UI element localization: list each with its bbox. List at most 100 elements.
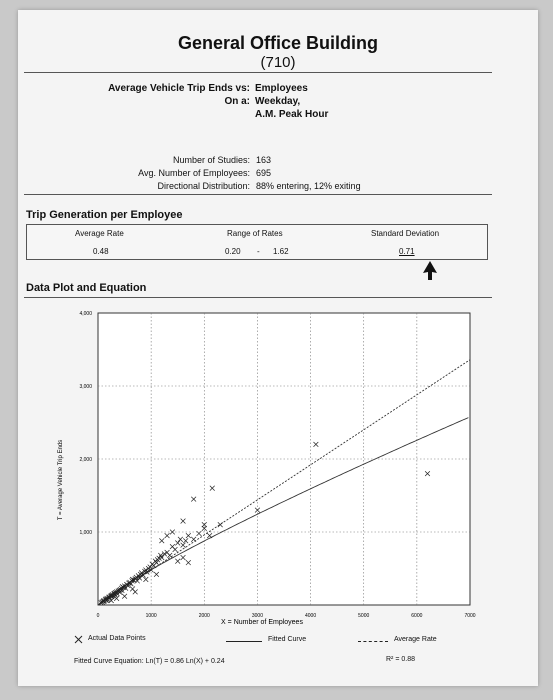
data-point-stroke [134,578,140,584]
data-point [424,470,431,477]
data-point-stroke [180,542,186,548]
data-points [98,441,431,606]
range-low: 0.20 [225,247,241,256]
data-point-stroke [161,551,168,557]
data-point-stroke [140,572,146,578]
data-point [122,585,129,591]
data-point-stroke [119,587,125,594]
avg-employees-value: 695 [256,168,272,178]
on-value: Weekday, [255,96,301,107]
mouse-cursor-icon [423,261,437,280]
data-point [161,551,168,557]
data-point-stroke [143,576,149,583]
data-point [169,529,176,535]
data-point [313,441,319,448]
legend-fitted: Fitted Curve [268,636,307,643]
data-point-stroke [153,560,160,566]
data-point-stroke [191,536,197,542]
time-period: A.M. Peak Hour [255,109,329,120]
data-point-stroke [129,586,136,592]
plot-heading: Data Plot and Equation [26,282,147,294]
data-point [180,518,186,524]
data-point-stroke [169,543,176,550]
data-point [108,597,114,604]
rate-table: Average Rate 0.48 Range of Rates 0.20 - … [26,224,488,260]
y-tick-label: 2,000 [79,457,92,463]
scatter-chart: 0 1000 2000 3000 4000 5000 6000 7000 1,000 2,000 3… [58,311,476,626]
data-point-stroke [175,558,181,564]
x-tick-label: 5000 [358,613,369,619]
divider [24,194,492,195]
data-point-stroke [180,518,186,524]
data-point-stroke [153,571,160,577]
land-use-code: (710) [260,54,296,71]
data-point [183,538,189,544]
data-point-stroke [122,585,129,591]
sd-value: 0.71 [399,247,415,256]
data-point-stroke [159,554,165,561]
data-point-stroke [201,522,207,528]
data-point [153,571,160,577]
data-point [180,542,186,548]
x-tick-label: 1000 [146,613,157,619]
data-point [191,536,197,542]
report-sheet: General Office Building (710) Average Ve… [18,10,538,686]
data-point-stroke [144,569,150,575]
data-point-stroke [185,560,191,566]
data-point-stroke [136,575,143,581]
data-point-stroke [143,567,149,573]
data-point [172,546,178,553]
y-tick-label: 3,000 [79,384,92,390]
data-point-stroke [254,507,261,513]
data-point-stroke [159,538,165,544]
data-point-stroke [206,533,213,539]
trip-generation-heading: Trip Generation per Employee [26,209,183,221]
data-point [177,536,184,542]
data-point-stroke [132,589,138,595]
data-point-stroke [424,470,431,477]
data-point [180,554,186,561]
directional-label: Directional Distribution: [157,181,250,191]
x-tick-label: 2000 [199,613,210,619]
data-point [121,593,128,599]
data-point [254,507,261,513]
data-point [209,485,215,491]
data-point-stroke [121,593,128,599]
x-tick-label: 4000 [305,613,316,619]
data-point-stroke [217,522,223,528]
data-point [167,552,173,559]
data-point-stroke [148,567,154,573]
y-axis-label: T = Average Vehicle Trip Ends [58,440,64,520]
data-point-stroke [147,564,153,570]
data-point [140,572,146,578]
x-tick-label: 7000 [464,613,475,619]
y-tick-label: 1,000 [79,530,92,536]
y-tick-label: 4,000 [79,311,92,317]
x-axis-label: X = Number of Employees [221,619,303,626]
data-point-stroke [169,529,176,535]
fitted-curve [98,417,469,605]
vs-label: Average Vehicle Trip Ends vs: [108,83,250,94]
on-label: On a: [224,96,250,107]
avg-employees-label: Avg. Number of Employees: [138,168,250,178]
average-rate-line [97,359,471,606]
data-point-stroke [196,530,202,537]
sd-header: Standard Deviation [371,229,440,238]
data-point-stroke [158,552,164,559]
data-point [175,540,181,546]
data-point-stroke [164,549,170,556]
data-point-stroke [108,597,114,604]
data-point [201,522,207,528]
r-squared: R² = 0.88 [386,656,415,663]
data-point [148,567,154,573]
divider [24,72,492,73]
vs-value: Employees [255,83,308,94]
x-marker-icon [74,635,83,644]
studies-label: Number of Studies: [172,155,250,165]
grid [98,313,470,605]
data-point [113,595,120,602]
data-point-stroke [172,546,178,553]
data-point [185,560,191,566]
fit-lines [97,359,471,606]
studies-value: 163 [256,155,272,165]
